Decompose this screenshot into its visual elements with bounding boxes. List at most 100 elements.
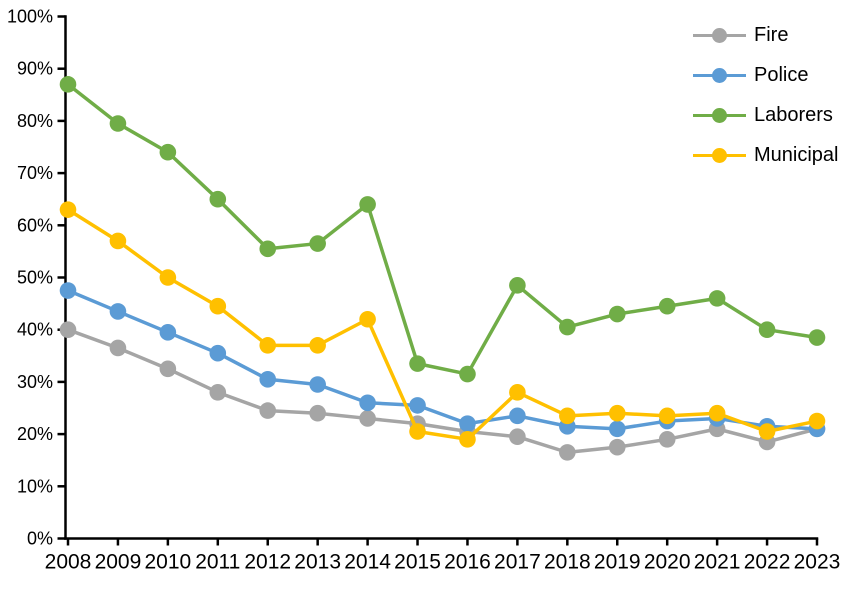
marker-municipal-2022 bbox=[758, 423, 776, 440]
marker-laborers-2018 bbox=[559, 318, 576, 336]
legend-label-fire: Fire bbox=[754, 24, 789, 46]
x-tick-label: 2009 bbox=[95, 551, 142, 574]
y-tick-label: 30% bbox=[17, 372, 53, 392]
marker-fire-2018 bbox=[559, 444, 576, 461]
x-tick-label: 2012 bbox=[244, 551, 291, 574]
legend-item-fire: Fire bbox=[693, 15, 838, 55]
marker-police-2011 bbox=[209, 344, 227, 362]
marker-police-2016 bbox=[459, 415, 476, 432]
marker-municipal-2018 bbox=[559, 407, 576, 425]
marker-fire-2012 bbox=[259, 402, 277, 419]
marker-municipal-2011 bbox=[209, 297, 227, 315]
legend-label-laborers: Laborers bbox=[754, 104, 833, 126]
x-tick-label: 2018 bbox=[544, 551, 591, 574]
marker-fire-2019 bbox=[608, 438, 626, 456]
marker-municipal-2015 bbox=[409, 423, 426, 440]
x-tick-label: 2022 bbox=[744, 551, 791, 574]
marker-municipal-2014 bbox=[359, 310, 376, 328]
marker-laborers-2012 bbox=[259, 240, 277, 258]
marker-fire-2011 bbox=[209, 384, 227, 401]
legend-marker-municipal bbox=[693, 147, 746, 163]
marker-police-2009 bbox=[109, 303, 127, 320]
marker-police-2013 bbox=[309, 376, 326, 393]
marker-municipal-2009 bbox=[109, 232, 127, 250]
marker-fire-2014 bbox=[359, 410, 376, 427]
marker-laborers-2023 bbox=[808, 329, 826, 346]
marker-police-2008 bbox=[59, 282, 77, 299]
marker-fire-2020 bbox=[658, 431, 676, 448]
legend-item-police: Police bbox=[693, 55, 838, 95]
marker-municipal-2020 bbox=[658, 407, 676, 425]
legend-item-municipal: Municipal bbox=[693, 135, 838, 175]
legend-marker-police bbox=[693, 67, 746, 83]
x-tick-label: 2023 bbox=[794, 551, 841, 574]
marker-laborers-2021 bbox=[708, 290, 726, 307]
y-tick-label: 70% bbox=[17, 163, 53, 183]
legend-label-municipal: Municipal bbox=[754, 144, 839, 166]
legend-item-laborers: Laborers bbox=[693, 95, 838, 135]
x-tick-label: 2016 bbox=[444, 551, 491, 574]
marker-laborers-2015 bbox=[409, 355, 426, 372]
marker-police-2012 bbox=[259, 370, 277, 388]
marker-municipal-2016 bbox=[459, 431, 476, 448]
x-tick-label: 2017 bbox=[494, 551, 541, 574]
y-tick-label: 50% bbox=[17, 268, 53, 288]
marker-municipal-2023 bbox=[808, 412, 826, 430]
marker-municipal-2013 bbox=[309, 337, 326, 354]
x-tick-label: 2011 bbox=[195, 551, 240, 574]
marker-laborers-2020 bbox=[658, 297, 676, 315]
marker-fire-2009 bbox=[109, 339, 127, 357]
marker-laborers-2017 bbox=[509, 277, 526, 294]
marker-fire-2008 bbox=[59, 321, 77, 339]
series-line-police bbox=[66, 288, 819, 431]
marker-police-2017 bbox=[509, 407, 526, 425]
x-tick-label: 2020 bbox=[644, 551, 691, 574]
chart-legend: Fire Police Laborers Municipal bbox=[693, 15, 838, 175]
y-tick-label: 100% bbox=[7, 7, 53, 27]
marker-fire-2010 bbox=[159, 360, 177, 378]
series-line-fire bbox=[66, 327, 819, 455]
marker-police-2019 bbox=[608, 420, 626, 438]
marker-fire-2017 bbox=[509, 428, 526, 446]
marker-municipal-2021 bbox=[708, 404, 726, 422]
x-tick-label: 2021 bbox=[694, 551, 741, 574]
marker-laborers-2019 bbox=[608, 305, 626, 323]
x-tick-label: 2019 bbox=[594, 551, 641, 574]
marker-municipal-2010 bbox=[159, 269, 177, 286]
x-tick-label: 2015 bbox=[394, 551, 441, 574]
marker-police-2014 bbox=[359, 394, 376, 412]
marker-laborers-2014 bbox=[359, 196, 376, 213]
legend-marker-fire bbox=[693, 27, 746, 43]
marker-police-2015 bbox=[409, 397, 426, 414]
y-tick-label: 20% bbox=[17, 424, 53, 444]
x-tick-label: 2013 bbox=[294, 551, 341, 574]
y-tick-label: 0% bbox=[27, 529, 53, 549]
marker-municipal-2019 bbox=[608, 404, 626, 422]
y-tick-label: 10% bbox=[17, 476, 53, 496]
marker-municipal-2008 bbox=[59, 201, 77, 218]
y-tick-label: 40% bbox=[17, 320, 53, 340]
y-tick-label: 80% bbox=[17, 111, 53, 131]
x-tick-label: 2010 bbox=[145, 551, 192, 574]
marker-laborers-2013 bbox=[309, 235, 326, 252]
marker-laborers-2022 bbox=[758, 321, 776, 339]
marker-laborers-2009 bbox=[109, 115, 127, 132]
legend-marker-laborers bbox=[693, 107, 746, 123]
marker-laborers-2008 bbox=[59, 76, 77, 93]
y-tick-label: 60% bbox=[17, 215, 53, 235]
series-line-laborers bbox=[66, 82, 819, 376]
marker-laborers-2011 bbox=[209, 190, 227, 208]
marker-laborers-2016 bbox=[459, 365, 476, 383]
marker-fire-2013 bbox=[309, 404, 326, 422]
x-tick-label: 2014 bbox=[344, 551, 391, 574]
legend-label-police: Police bbox=[754, 64, 809, 86]
marker-laborers-2010 bbox=[159, 143, 177, 161]
y-tick-label: 90% bbox=[17, 59, 53, 79]
marker-municipal-2017 bbox=[509, 384, 526, 401]
marker-police-2010 bbox=[159, 324, 177, 341]
x-tick-label: 2008 bbox=[45, 551, 92, 574]
series-line-municipal bbox=[66, 207, 819, 442]
marker-municipal-2012 bbox=[259, 337, 277, 354]
